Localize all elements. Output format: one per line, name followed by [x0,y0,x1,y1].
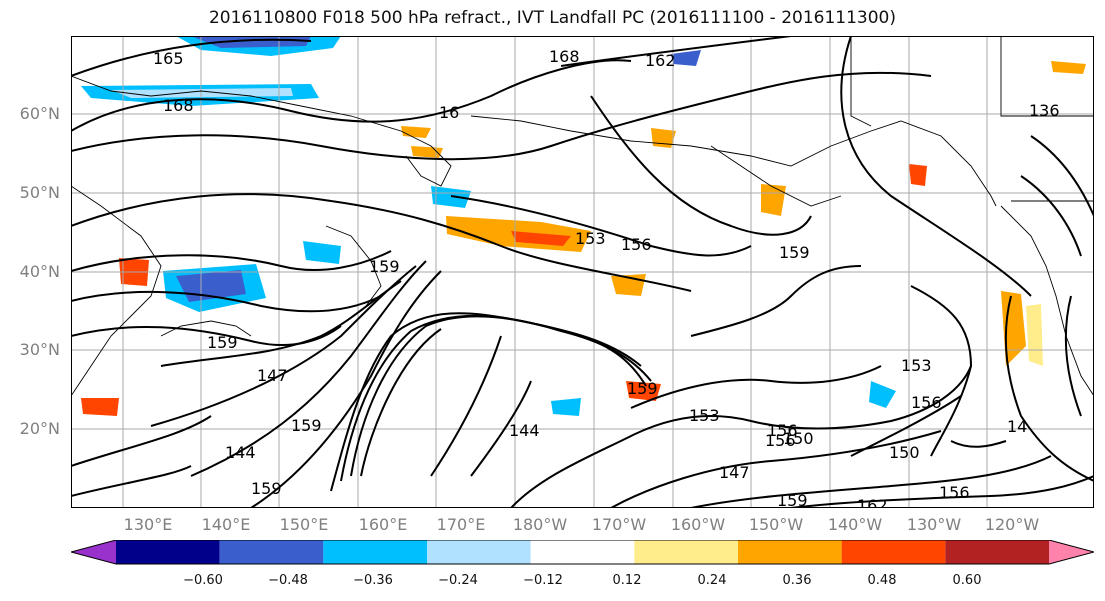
lon-label: 170°E [436,515,486,534]
lon-label: 170°W [591,515,647,534]
contour-label: 162 [645,51,676,70]
colorbar-segment [116,540,220,564]
lon-label: 150°E [279,515,329,534]
contour-label: 156 [767,421,798,440]
lon-label: 130°E [123,515,173,534]
contour-label: 168 [163,96,194,115]
lat-label: 30°N [19,340,60,359]
colorbar-tick: −0.24 [438,573,478,588]
contour-label: 147 [257,366,288,385]
height-contours [71,36,1094,508]
contour-label: 168 [549,47,580,66]
contour-label: 153 [689,406,720,425]
contour-label: 147 [719,463,750,482]
contour-label: 159 [291,416,322,435]
contour-label: 144 [225,443,256,462]
contour-label: 136 [1029,101,1060,120]
contour-label: 156 [765,431,796,450]
contour-label: 153 [575,229,606,248]
lon-label: 150°W [748,515,804,534]
contour-label: 159 [369,257,400,276]
map-title: 2016110800 F018 500 hPa refract., IVT La… [208,8,896,28]
lat-label: 20°N [19,419,60,438]
colorbar-segment [219,540,324,564]
colorbar-segment [323,540,427,564]
contour-labels: 165 168 168 162 16 136 153 156 159 159 1… [153,47,1060,508]
contour-label: 159 [207,333,238,352]
contour-label: 150 [783,429,814,448]
map-panel: 165 168 168 162 16 136 153 156 159 159 1… [71,36,1094,508]
lon-label: 180°W [512,515,568,534]
colorbar-tick: −0.48 [268,573,308,588]
colorbar-segment [1049,540,1094,564]
contour-label: 159 [779,243,810,262]
contour-label: 156 [939,483,970,502]
lat-label: 40°N [19,262,60,281]
contour-label: 153 [901,356,932,375]
colorbar-tick: −0.36 [353,573,393,588]
contour-label: 162 [857,496,888,508]
colorbar-tick: 0.48 [867,573,897,588]
colorbar-tick: −0.60 [183,573,223,588]
contour-label: 159 [251,479,282,498]
map-frame [71,36,1094,508]
lon-label: 160°W [670,515,726,534]
colorbar-segment [530,540,635,564]
lon-label: 130°W [906,515,962,534]
colorbar-tick: 0.12 [612,573,642,588]
colorbar-tick: −0.12 [523,573,563,588]
colorbar-segment [634,540,738,564]
colorbar-segment [945,540,1049,564]
colorbar-segment [738,540,842,564]
colorbar-segment [841,540,946,564]
contour-label: 14 [1007,417,1027,436]
contour-label: 156 [911,393,942,412]
contour-label: 159 [777,491,808,508]
colorbar-tick: 0.24 [697,573,727,588]
lon-label: 160°E [358,515,408,534]
contour-label: 156 [621,235,652,254]
lat-label: 50°N [19,183,60,202]
colorbar-segment [71,540,116,564]
colorbar-segments [71,540,1094,564]
contour-label: 159 [627,379,658,398]
contour-label: 150 [889,443,920,462]
contour-label: 165 [153,49,184,68]
grid-lines [71,36,1094,508]
colorbar-tick: 0.60 [952,573,982,588]
lon-label: 140°W [827,515,883,534]
lon-label: 120°W [984,515,1040,534]
contour-label: 144 [509,421,540,440]
colorbar-tick: 0.36 [782,573,812,588]
coastlines [71,36,1094,397]
lat-label: 60°N [19,104,60,123]
colorbar-segment [427,540,531,564]
lon-label: 140°E [201,515,251,534]
colorbar [71,540,1094,565]
contour-label: 16 [439,103,459,122]
